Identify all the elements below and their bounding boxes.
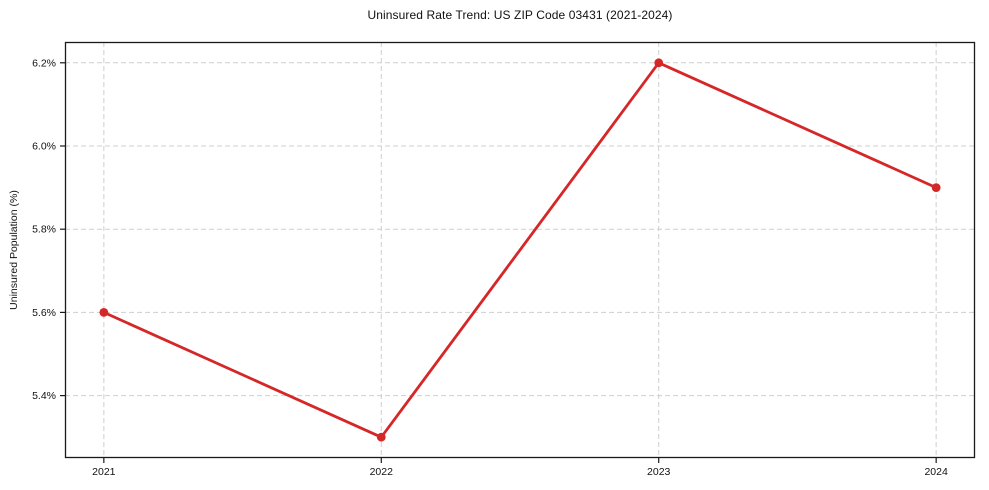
x-tick-label: 2022 [370, 466, 394, 478]
y-tick-label: 5.4% [32, 390, 56, 402]
x-tick-label: 2024 [924, 466, 948, 478]
y-tick-label: 6.0% [32, 141, 56, 153]
y-tick-label: 5.6% [32, 307, 56, 319]
trend-line [102, 61, 938, 439]
data-point [99, 308, 109, 317]
plot-border [64, 41, 976, 459]
x-tick-label: 2021 [92, 466, 116, 478]
chart-title: Uninsured Rate Trend: US ZIP Code 03431 … [367, 8, 673, 22]
data-point [931, 183, 941, 193]
y-tick-label: 6.2% [32, 57, 56, 69]
data-point [376, 432, 386, 442]
y-tick-label: 5.8% [32, 224, 56, 236]
data-point [654, 58, 664, 68]
x-tick-label: 2023 [647, 466, 671, 478]
